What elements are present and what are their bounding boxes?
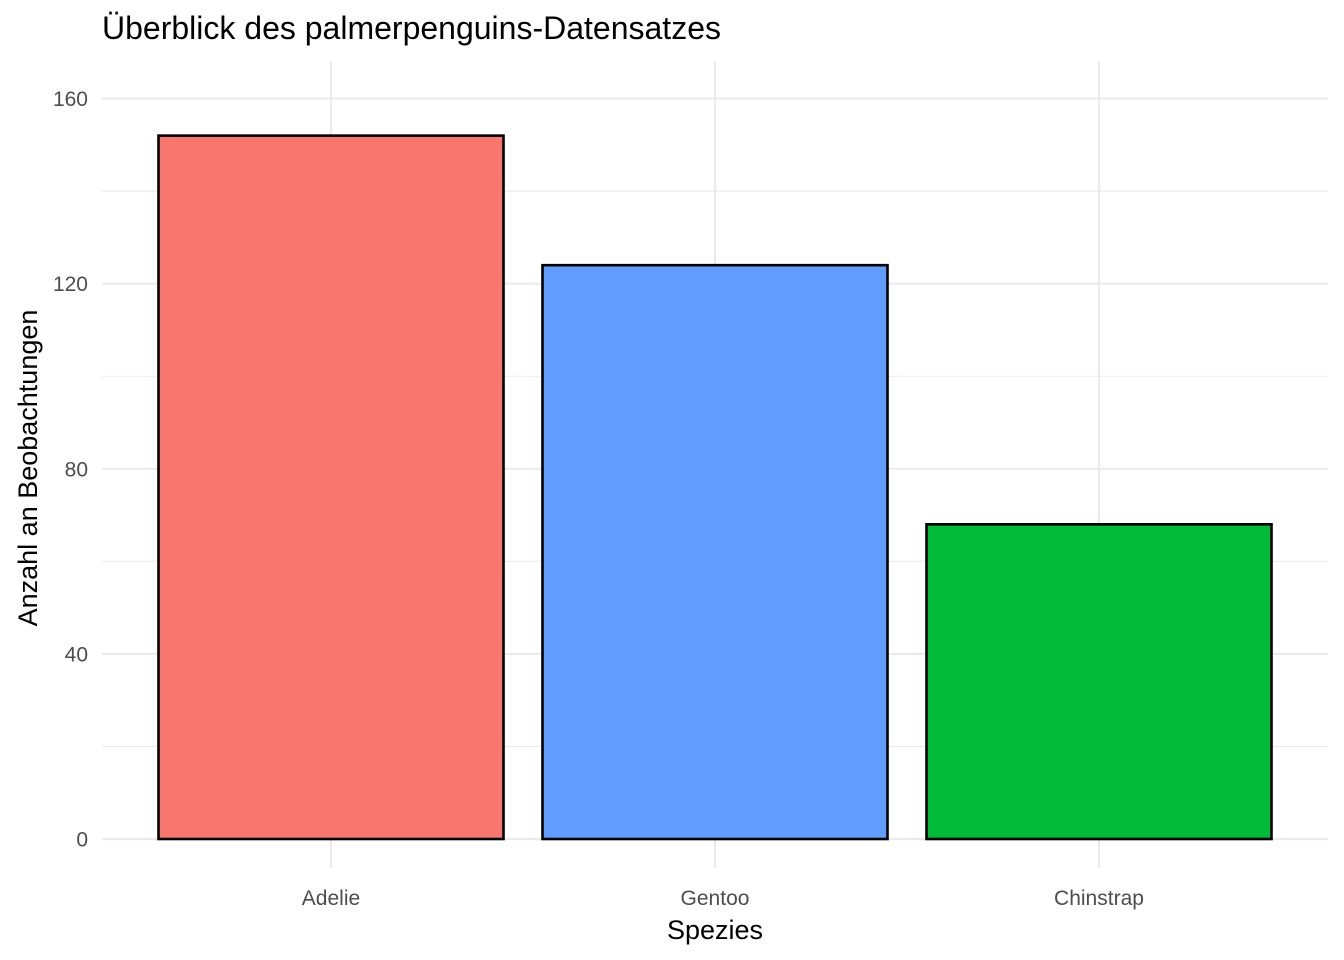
bar-adelie — [157, 134, 505, 841]
y-axis-title: Anzahl an Beobachtungen — [13, 310, 43, 627]
x-tick-label: Gentoo — [681, 887, 750, 910]
bars — [157, 134, 1273, 841]
x-tick-label: Chinstrap — [1054, 887, 1144, 910]
y-tick-label: 160 — [53, 88, 88, 111]
x-axis-ticks: Adelie Gentoo Chinstrap — [302, 887, 1144, 910]
y-tick-label: 40 — [65, 643, 88, 666]
y-tick-label: 80 — [65, 458, 88, 481]
y-axis-ticks: 0 40 80 120 160 — [53, 88, 88, 851]
x-tick-label: Adelie — [302, 887, 360, 910]
chart-title: Überblick des palmerpenguins-Datensatzes — [102, 10, 721, 46]
bar-chinstrap — [925, 523, 1273, 841]
bar-gentoo — [541, 263, 889, 841]
y-tick-label: 0 — [76, 829, 88, 852]
y-tick-label: 120 — [53, 273, 88, 296]
x-axis-title: Spezies — [667, 915, 763, 945]
